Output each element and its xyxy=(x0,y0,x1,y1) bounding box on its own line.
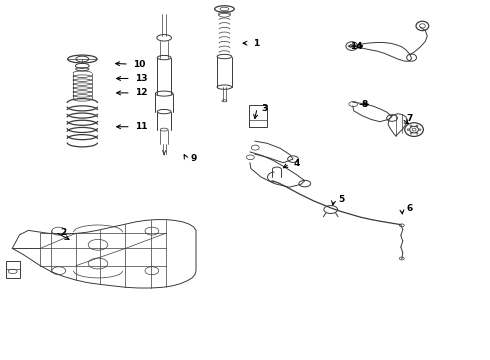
Bar xyxy=(249,105,267,127)
Text: 4: 4 xyxy=(294,159,300,168)
Text: 3: 3 xyxy=(262,104,268,112)
Text: 6: 6 xyxy=(406,204,413,213)
Text: 12: 12 xyxy=(135,88,148,97)
Text: 5: 5 xyxy=(338,195,344,204)
Text: 10: 10 xyxy=(133,60,146,69)
Text: 8: 8 xyxy=(362,100,368,109)
Text: 14: 14 xyxy=(350,41,363,50)
Text: 7: 7 xyxy=(406,114,413,123)
Text: 2: 2 xyxy=(60,228,66,237)
Text: 9: 9 xyxy=(191,154,197,163)
Text: 1: 1 xyxy=(253,39,259,48)
Text: 13: 13 xyxy=(135,74,148,83)
Bar xyxy=(6,261,20,278)
Text: 11: 11 xyxy=(135,122,148,131)
